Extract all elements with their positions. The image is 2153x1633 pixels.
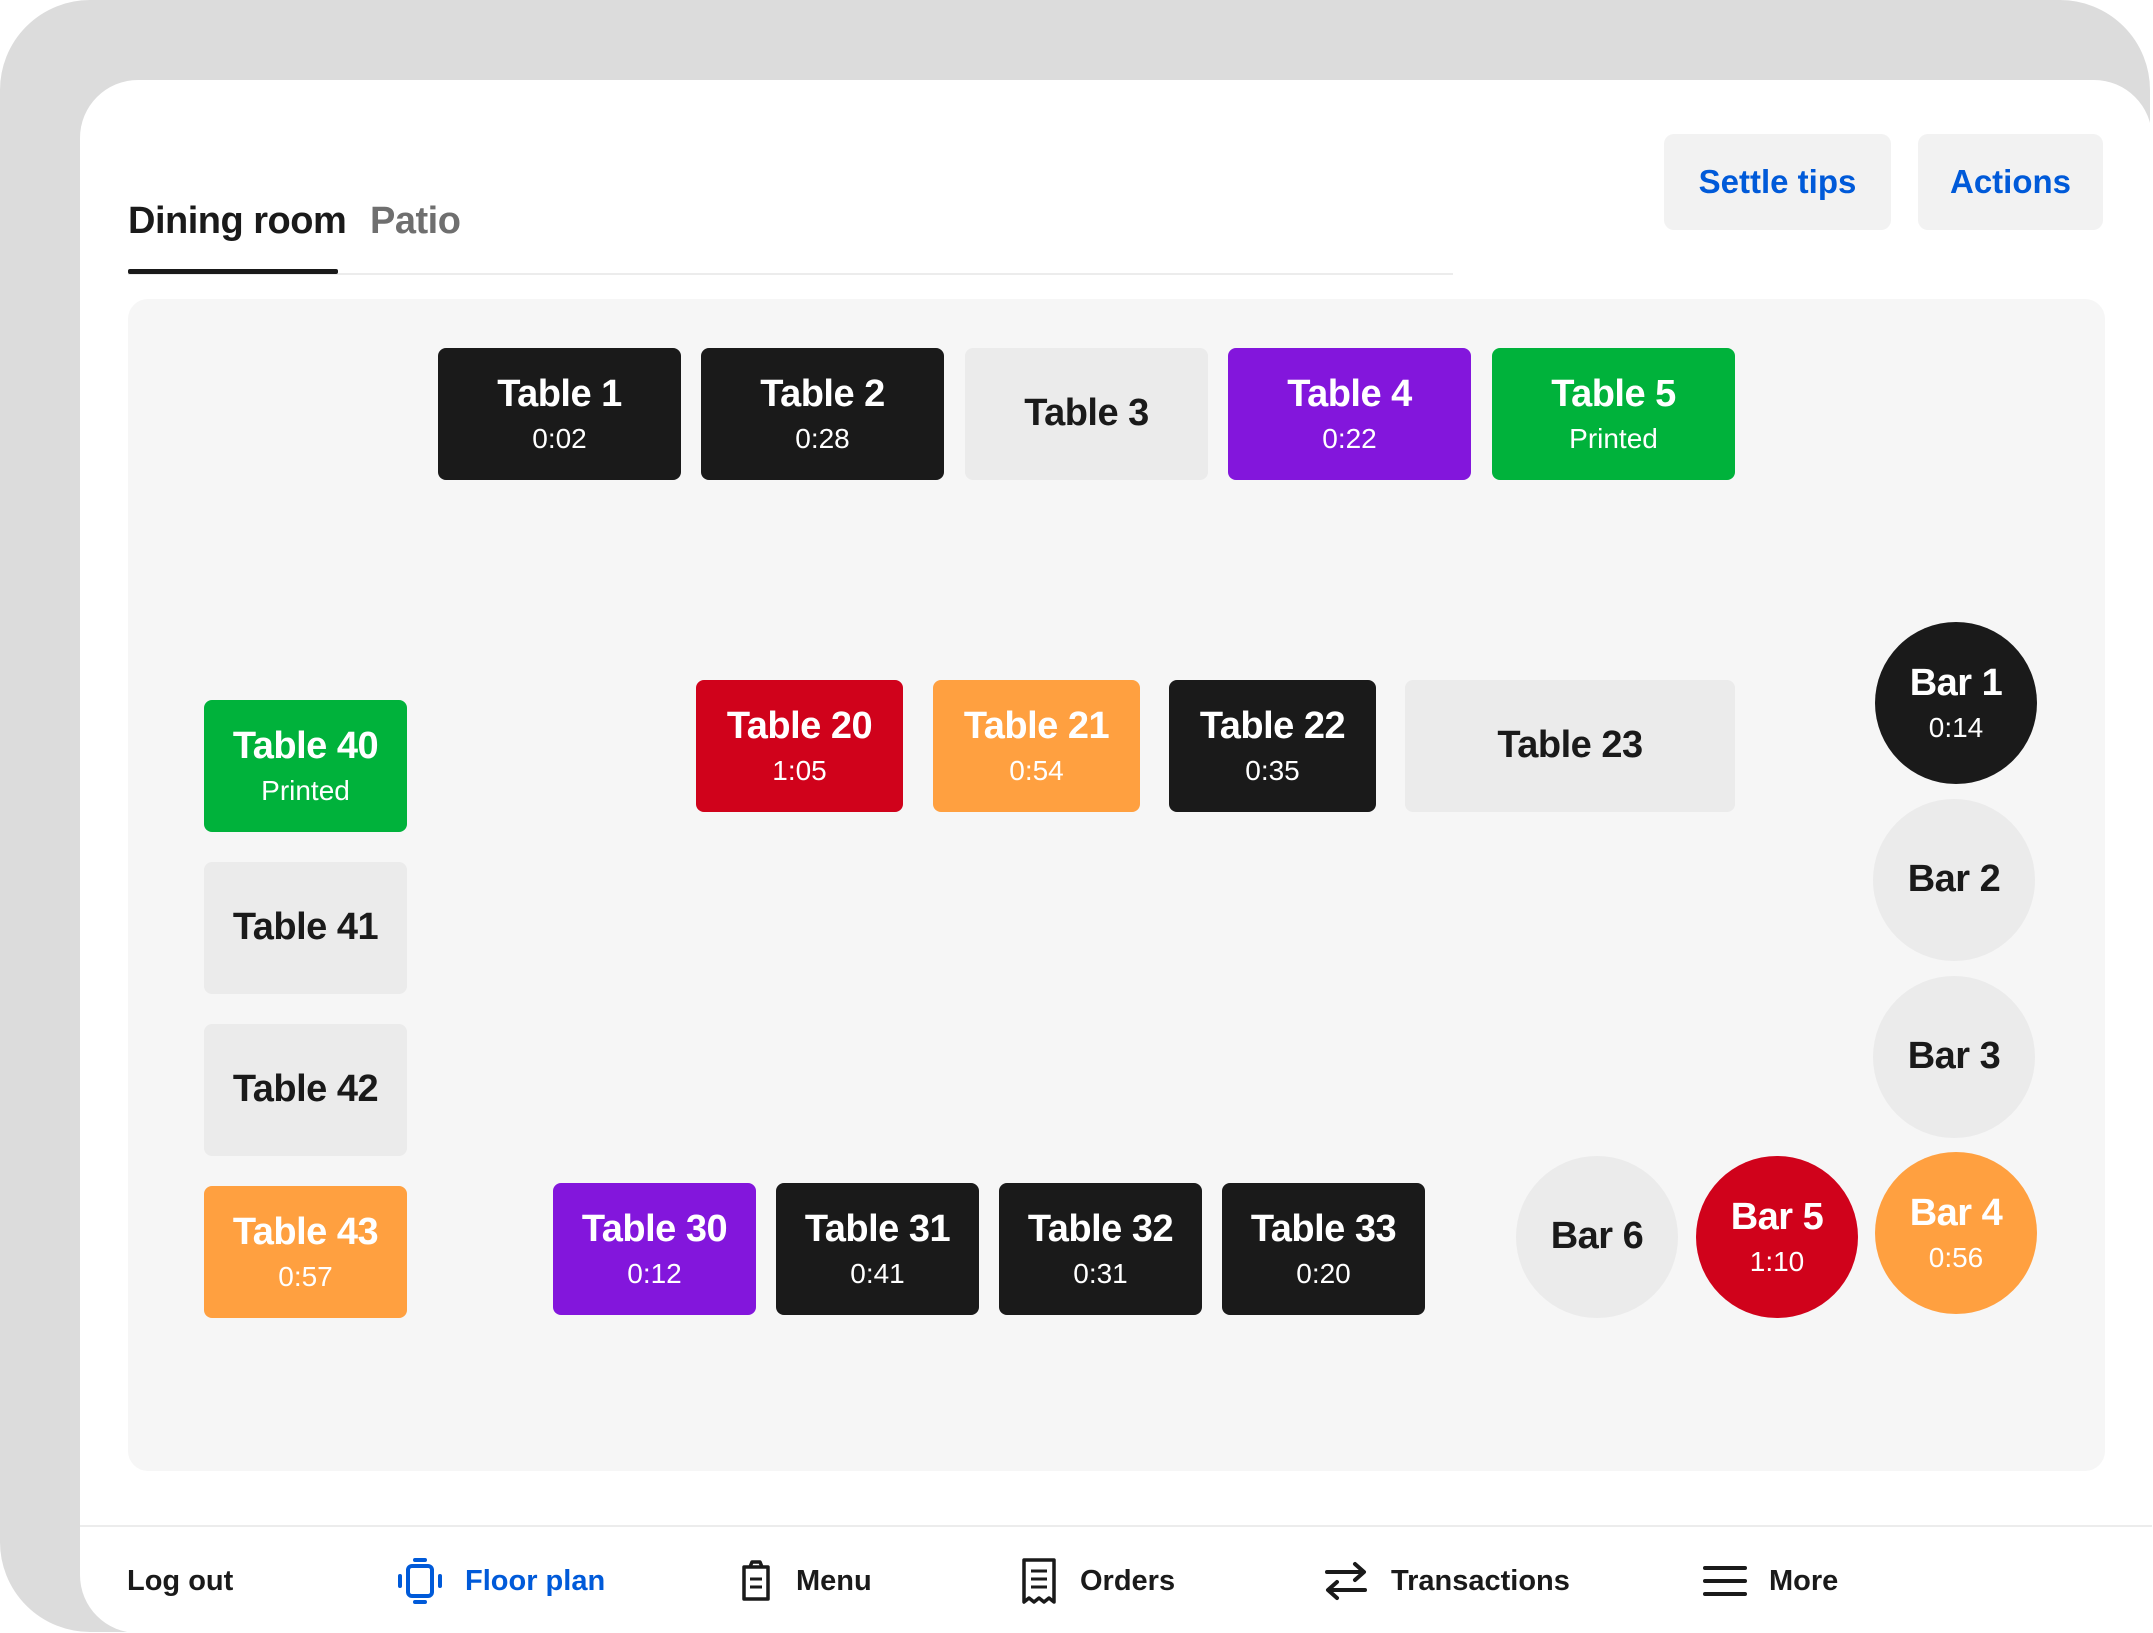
table-status: 0:02 bbox=[532, 423, 587, 455]
table-3[interactable]: Table 3 bbox=[965, 348, 1208, 480]
table-name: Table 2 bbox=[760, 372, 885, 415]
table-32[interactable]: Table 32 0:31 bbox=[999, 1183, 1202, 1315]
table-status: 1:05 bbox=[772, 755, 827, 787]
table-name: Table 20 bbox=[726, 704, 873, 747]
table-43[interactable]: Table 43 0:57 bbox=[204, 1186, 407, 1318]
bar-name: Bar 2 bbox=[1907, 858, 2001, 901]
nav-floor-plan[interactable]: Floor plan bbox=[397, 1553, 605, 1609]
bar-1[interactable]: Bar 1 0:14 bbox=[1875, 622, 2037, 784]
nav-menu[interactable]: Menu bbox=[738, 1553, 872, 1609]
nav-label: Menu bbox=[796, 1564, 872, 1597]
table-5[interactable]: Table 5 Printed bbox=[1492, 348, 1735, 480]
bar-status: 1:10 bbox=[1749, 1246, 1805, 1278]
hamburger-icon bbox=[1703, 1566, 1747, 1596]
table-status: 0:35 bbox=[1245, 755, 1300, 787]
table-name: Table 33 bbox=[1250, 1207, 1397, 1250]
clipboard-icon bbox=[742, 1560, 770, 1601]
table-name: Table 23 bbox=[1497, 724, 1643, 767]
bar-name: Bar 6 bbox=[1550, 1215, 1644, 1258]
table-42[interactable]: Table 42 bbox=[204, 1024, 407, 1156]
table-name: Table 1 bbox=[497, 372, 622, 415]
table-status: 0:12 bbox=[627, 1258, 682, 1290]
bar-name: Bar 4 bbox=[1909, 1191, 2003, 1234]
nav-label: More bbox=[1769, 1564, 1839, 1597]
table-status: Printed bbox=[1569, 423, 1658, 455]
active-tab-indicator bbox=[128, 269, 338, 274]
bar-3[interactable]: Bar 3 bbox=[1873, 976, 2035, 1138]
bar-5[interactable]: Bar 5 1:10 bbox=[1696, 1156, 1858, 1318]
table-name: Table 41 bbox=[232, 906, 379, 949]
nav-orders[interactable]: Orders bbox=[1020, 1553, 1175, 1609]
table-20[interactable]: Table 20 1:05 bbox=[696, 680, 903, 812]
bar-2[interactable]: Bar 2 bbox=[1873, 799, 2035, 961]
bar-name: Bar 3 bbox=[1907, 1035, 2001, 1078]
bar-6[interactable]: Bar 6 bbox=[1516, 1156, 1678, 1318]
floor-plan-icon bbox=[398, 1558, 442, 1604]
nav-more[interactable]: More bbox=[1703, 1553, 1838, 1609]
table-status: 0:22 bbox=[1322, 423, 1377, 455]
table-name: Table 42 bbox=[232, 1068, 379, 1111]
table-22[interactable]: Table 22 0:35 bbox=[1169, 680, 1376, 812]
bar-4[interactable]: Bar 4 0:56 bbox=[1875, 1152, 2037, 1314]
bar-name: Bar 1 bbox=[1909, 661, 2003, 704]
table-41[interactable]: Table 41 bbox=[204, 862, 407, 994]
table-status: 0:54 bbox=[1009, 755, 1064, 787]
table-name: Table 5 bbox=[1551, 372, 1676, 415]
table-name: Table 3 bbox=[1024, 392, 1149, 435]
screen: Dining room Patio Settle tips Actions Ta… bbox=[80, 80, 2152, 1633]
table-30[interactable]: Table 30 0:12 bbox=[553, 1183, 756, 1315]
table-40[interactable]: Table 40 Printed bbox=[204, 700, 407, 832]
bottom-nav: Log out Floor plan bbox=[80, 1525, 2152, 1633]
table-status: 0:41 bbox=[850, 1258, 905, 1290]
nav-log-out[interactable]: Log out bbox=[127, 1553, 233, 1609]
table-2[interactable]: Table 2 0:28 bbox=[701, 348, 944, 480]
receipt-icon bbox=[1022, 1558, 1056, 1604]
table-status: Printed bbox=[261, 775, 350, 807]
table-name: Table 43 bbox=[232, 1210, 379, 1253]
swap-arrows-icon bbox=[1325, 1562, 1367, 1600]
table-name: Table 40 bbox=[232, 724, 379, 767]
room-tabs: Dining room Patio bbox=[128, 160, 1453, 275]
table-name: Table 32 bbox=[1027, 1207, 1174, 1250]
table-status: 0:57 bbox=[278, 1261, 333, 1293]
table-31[interactable]: Table 31 0:41 bbox=[776, 1183, 979, 1315]
nav-label: Orders bbox=[1080, 1564, 1176, 1597]
table-33[interactable]: Table 33 0:20 bbox=[1222, 1183, 1425, 1315]
table-name: Table 4 bbox=[1287, 372, 1412, 415]
table-status: 0:31 bbox=[1073, 1258, 1128, 1290]
table-23[interactable]: Table 23 bbox=[1405, 680, 1735, 812]
table-name: Table 22 bbox=[1199, 704, 1346, 747]
table-4[interactable]: Table 4 0:22 bbox=[1228, 348, 1471, 480]
nav-transactions[interactable]: Transactions bbox=[1323, 1553, 1570, 1609]
floor-plan-area: Table 1 0:02 Table 2 0:28 Table 3 Table … bbox=[128, 299, 2105, 1471]
bar-name: Bar 5 bbox=[1730, 1195, 1824, 1238]
table-name: Table 30 bbox=[581, 1207, 728, 1250]
settle-tips-button[interactable]: Settle tips bbox=[1664, 134, 1891, 230]
bar-status: 0:56 bbox=[1928, 1242, 1984, 1274]
tab-patio[interactable]: Patio bbox=[370, 200, 461, 242]
tab-dining-room[interactable]: Dining room bbox=[128, 200, 347, 242]
actions-button[interactable]: Actions bbox=[1918, 134, 2103, 230]
table-21[interactable]: Table 21 0:54 bbox=[933, 680, 1140, 812]
bar-status: 0:14 bbox=[1928, 712, 1984, 744]
nav-label: Floor plan bbox=[465, 1564, 606, 1597]
table-name: Table 21 bbox=[963, 704, 1110, 747]
nav-label: Log out bbox=[127, 1564, 234, 1597]
table-name: Table 31 bbox=[804, 1207, 951, 1250]
table-status: 0:28 bbox=[795, 423, 850, 455]
nav-label: Transactions bbox=[1391, 1564, 1570, 1597]
table-status: 0:20 bbox=[1296, 1258, 1351, 1290]
table-1[interactable]: Table 1 0:02 bbox=[438, 348, 681, 480]
